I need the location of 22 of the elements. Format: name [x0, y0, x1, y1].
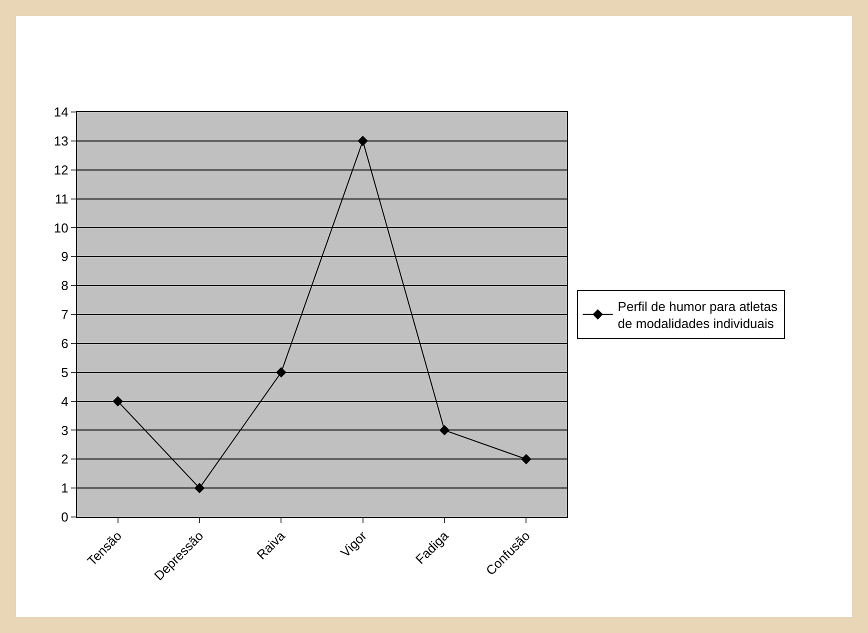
y-tick-label: 8 [61, 278, 68, 294]
y-tick-label: 7 [61, 307, 68, 322]
y-tick-label: 0 [61, 510, 68, 525]
y-tick-label: 11 [54, 191, 68, 206]
y-tick-label: 1 [61, 480, 68, 496]
y-tick-label: 4 [61, 394, 68, 409]
legend-label: Perfil de humor para atletas de modalidades individuais [618, 299, 778, 331]
y-tick-label: 2 [61, 452, 68, 467]
y-tick-label: 10 [54, 220, 68, 236]
y-tick-label: 3 [61, 422, 68, 438]
point [358, 136, 368, 146]
y-tick-label: 13 [54, 133, 68, 148]
y-tick-label: 9 [61, 249, 68, 264]
point [439, 425, 450, 436]
y-tick-label: 12 [54, 162, 68, 178]
point [520, 454, 532, 464]
y-tick-label: 14 [54, 104, 68, 120]
y-tick-label: 5 [61, 364, 68, 380]
point [194, 482, 205, 494]
point [112, 396, 124, 406]
y-tick-label: 6 [61, 336, 68, 351]
point [276, 367, 286, 378]
